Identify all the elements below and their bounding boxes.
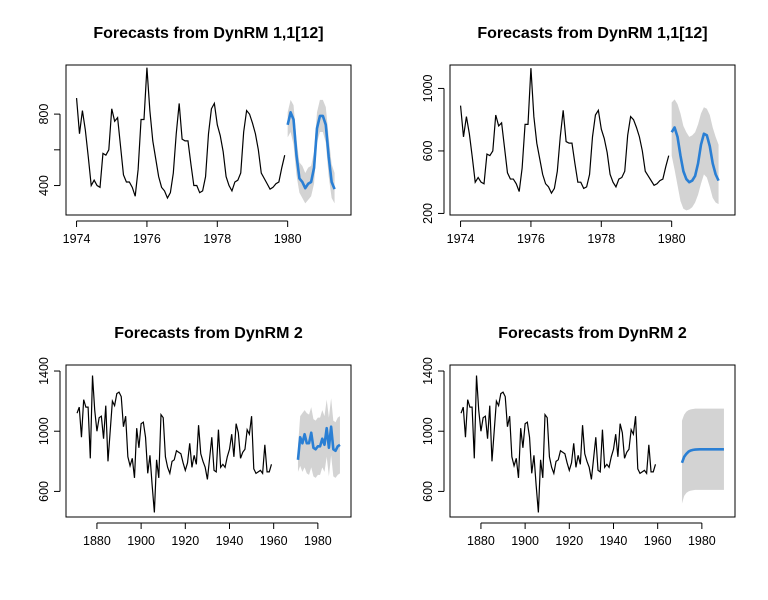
forecast-series-line xyxy=(286,111,336,190)
x-tick-label: 1940 xyxy=(216,534,244,548)
x-tick-label: 1974 xyxy=(63,232,91,246)
x-tick-label: 1980 xyxy=(658,232,686,246)
chart-panel-1: Forecasts from DynRM 1,1[12] 1974 1976 1978… xyxy=(37,25,352,246)
y-tick-label: 1000 xyxy=(37,417,51,445)
y-tick-label: 600 xyxy=(421,481,435,502)
x-axis: 1880 1900 1920 1940 1960 1980 xyxy=(83,522,332,548)
x-tick-label: 1980 xyxy=(688,534,716,548)
y-tick-label: 600 xyxy=(421,140,435,161)
y-tick-label: 600 xyxy=(37,481,51,502)
prediction-interval-band xyxy=(297,398,340,478)
y-axis: 200 600 1000 xyxy=(421,74,445,224)
plot-frame xyxy=(449,364,736,518)
y-axis: 600 1000 1400 xyxy=(37,357,61,502)
chart-panel-4: Forecasts from DynRM 2 1880 1900 1920 1940 19… xyxy=(421,325,736,548)
plot-data xyxy=(76,375,341,513)
x-tick-label: 1920 xyxy=(171,534,199,548)
chart-panel-2: Forecasts from DynRM 1,1[12] 1974 1976 1978… xyxy=(421,25,736,246)
x-tick-label: 1980 xyxy=(304,534,332,548)
x-tick-label: 1900 xyxy=(511,534,539,548)
x-tick-label: 1940 xyxy=(600,534,628,548)
x-tick-label: 1978 xyxy=(587,232,615,246)
x-tick-label: 1980 xyxy=(274,232,302,246)
x-axis: 1974 1976 1978 1980 xyxy=(447,220,686,246)
chart-title: Forecasts from DynRM 1,1[12] xyxy=(93,25,323,42)
x-tick-label: 1880 xyxy=(83,534,111,548)
y-tick-label: 1000 xyxy=(421,74,435,102)
forecast-series-line xyxy=(296,425,341,460)
prediction-interval-band xyxy=(681,408,724,504)
plot-data xyxy=(75,67,336,204)
y-axis: 600 1000 1400 xyxy=(421,357,445,502)
forecast-series-line xyxy=(680,447,724,464)
x-axis: 1880 1900 1920 1940 1960 1980 xyxy=(467,522,716,548)
chart-panel-3: Forecasts from DynRM 2 1880 1900 1920 1940 19… xyxy=(37,325,352,548)
x-tick-label: 1974 xyxy=(447,232,475,246)
prediction-interval-band xyxy=(671,99,719,211)
chart-title: Forecasts from DynRM 2 xyxy=(114,325,303,342)
x-tick-label: 1978 xyxy=(203,232,231,246)
plot-data xyxy=(460,375,724,513)
x-tick-label: 1960 xyxy=(644,534,672,548)
x-tick-label: 1900 xyxy=(127,534,155,548)
forecast-series-line xyxy=(670,126,720,184)
history-series-line xyxy=(459,68,670,195)
history-series-line xyxy=(75,67,286,200)
chart-title: Forecasts from DynRM 2 xyxy=(498,325,687,342)
y-tick-label: 1400 xyxy=(421,357,435,385)
chart-title: Forecasts from DynRM 1,1[12] xyxy=(477,25,707,42)
history-series-line xyxy=(76,375,273,513)
x-tick-label: 1960 xyxy=(260,534,288,548)
plot-frame xyxy=(65,364,352,518)
x-tick-label: 1976 xyxy=(133,232,161,246)
y-tick-label: 1400 xyxy=(37,357,51,385)
x-tick-label: 1976 xyxy=(517,232,545,246)
y-tick-label: 200 xyxy=(421,203,435,224)
y-axis: 400 800 xyxy=(37,104,61,196)
y-tick-label: 400 xyxy=(37,175,51,196)
history-series-line xyxy=(460,375,657,513)
plot-frame xyxy=(65,64,352,216)
y-tick-label: 1000 xyxy=(421,417,435,445)
plot-frame xyxy=(449,64,736,216)
x-tick-label: 1880 xyxy=(467,534,495,548)
y-tick-label: 800 xyxy=(37,104,51,125)
x-axis: 1974 1976 1978 1980 xyxy=(63,220,302,246)
plot-data xyxy=(459,68,720,211)
x-tick-label: 1920 xyxy=(555,534,583,548)
